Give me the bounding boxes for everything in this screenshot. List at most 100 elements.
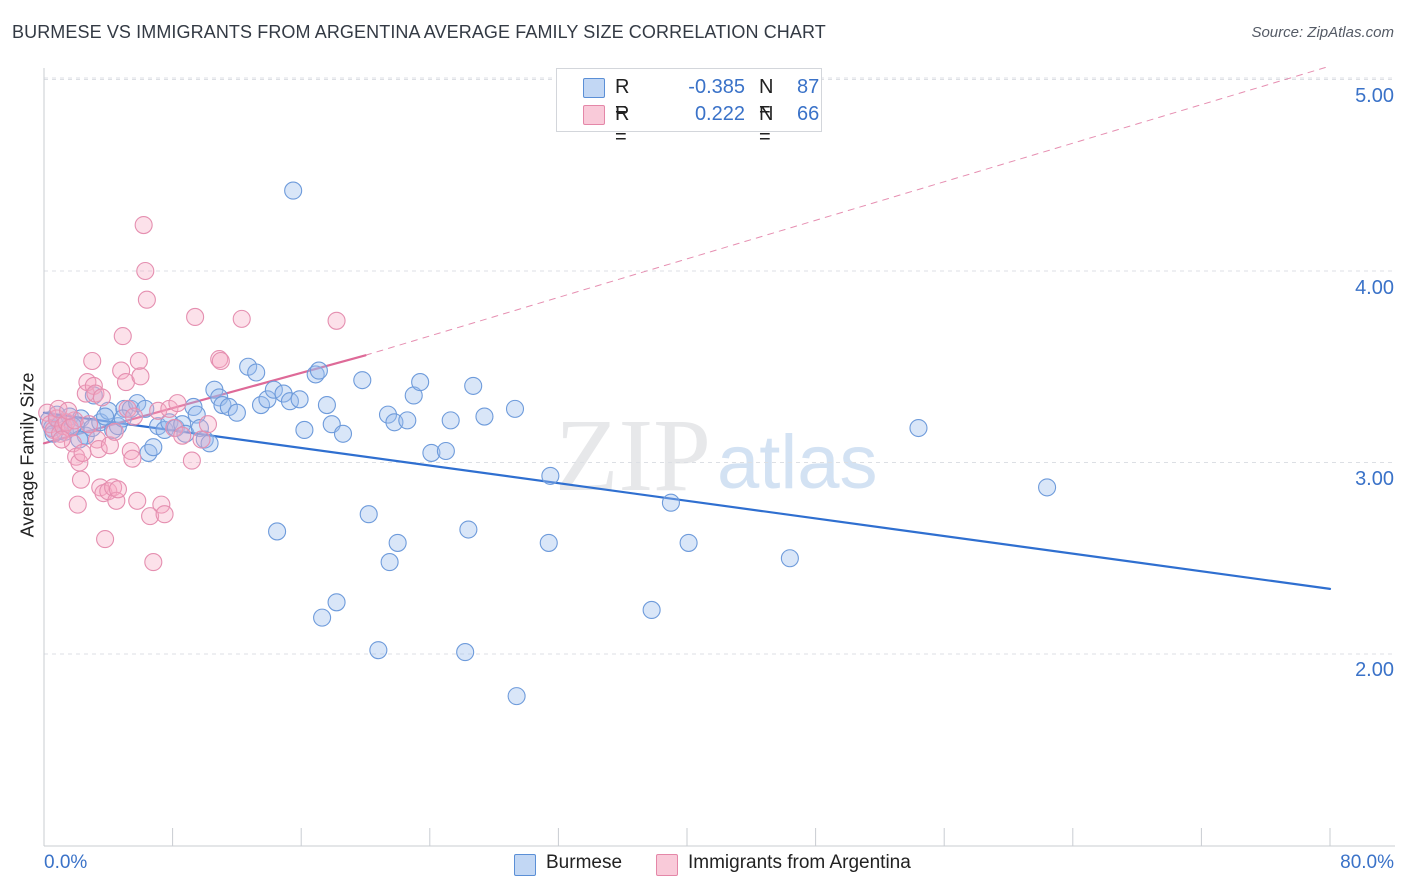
point-argentina	[108, 480, 127, 499]
point-argentina	[96, 530, 115, 549]
point-argentina	[79, 415, 99, 434]
point-burmese	[369, 641, 388, 660]
point-argentina	[186, 307, 205, 327]
point-argentina	[112, 361, 131, 380]
point-argentina	[327, 311, 346, 330]
point-argentina	[83, 351, 102, 371]
point-burmese	[268, 522, 287, 541]
point-burmese	[96, 407, 115, 426]
point-argentina	[124, 407, 144, 426]
point-burmese	[909, 418, 928, 438]
x-tick-label-max: 80.0%	[1340, 852, 1394, 873]
point-burmese	[274, 384, 293, 403]
bottom-legend-swatch-argentina	[656, 854, 678, 876]
point-argentina	[123, 449, 142, 468]
trend-lines	[42, 65, 1332, 590]
point-argentina	[232, 309, 251, 328]
point-argentina	[136, 261, 155, 281]
point-argentina	[105, 422, 124, 441]
point-burmese	[247, 363, 266, 382]
bottom-legend-label-burmese: Burmese	[546, 852, 623, 873]
point-argentina	[149, 401, 168, 420]
legend-swatch-burmese	[583, 78, 605, 98]
point-argentina	[155, 505, 174, 524]
point-burmese	[541, 466, 560, 485]
watermark-zip: ZIP	[555, 398, 711, 513]
correlation-legend: R = -0.385 N = 87 R = 0.222 N = 66	[556, 68, 822, 148]
point-burmese	[284, 181, 303, 200]
legend-r-value: 0.222	[694, 103, 745, 125]
point-burmese	[661, 493, 680, 512]
point-argentina	[121, 441, 140, 461]
y-tick-label: 3.00	[1355, 468, 1394, 490]
legend-n-label: N =	[759, 76, 774, 121]
point-burmese	[1038, 478, 1057, 497]
point-argentina	[141, 507, 160, 526]
point-argentina	[198, 415, 218, 434]
point-argentina	[38, 403, 57, 422]
point-argentina	[173, 426, 192, 445]
point-burmese	[333, 424, 353, 443]
point-argentina	[52, 430, 71, 449]
point-argentina	[107, 491, 126, 510]
point-burmese	[475, 407, 494, 426]
legend-r-label: R =	[615, 76, 630, 121]
point-burmese	[539, 533, 558, 552]
point-burmese	[398, 411, 417, 430]
y-tick-label: 2.00	[1355, 659, 1394, 681]
legend-r-label: R =	[615, 103, 630, 148]
chart-title: BURMESE VS IMMIGRANTS FROM ARGENTINA AVE…	[12, 22, 826, 42]
legend-r-value: -0.385	[688, 76, 745, 98]
point-burmese	[227, 403, 246, 422]
point-argentina	[100, 436, 119, 455]
point-argentina	[118, 399, 137, 418]
point-burmese	[144, 438, 163, 457]
point-burmese	[380, 553, 399, 572]
point-argentina	[128, 491, 147, 510]
x-tick-label-min: 0.0%	[44, 852, 88, 873]
point-argentina	[63, 434, 82, 453]
legend-n-value: 66	[797, 103, 820, 125]
watermark: ZIP atlas	[555, 398, 878, 513]
y-axis-label: Average Family Size	[17, 372, 38, 538]
point-argentina	[113, 327, 132, 346]
source-credit: Source: ZipAtlas.com	[1251, 24, 1394, 41]
trend-line-argentina	[365, 65, 1331, 356]
trend-line-burmese	[42, 411, 1332, 590]
point-argentina	[137, 290, 156, 309]
point-burmese	[258, 390, 277, 409]
point-burmese	[642, 600, 661, 620]
data-points	[38, 181, 1057, 706]
point-burmese	[388, 533, 407, 552]
bottom-legend-swatch-burmese	[514, 854, 536, 876]
point-burmese	[139, 443, 158, 462]
point-argentina	[134, 215, 153, 235]
point-burmese	[422, 443, 441, 462]
point-burmese	[456, 643, 475, 662]
point-burmese	[295, 420, 314, 439]
point-argentina	[129, 351, 148, 371]
point-burmese	[436, 441, 455, 461]
point-argentina	[92, 388, 111, 407]
point-burmese	[317, 395, 336, 415]
point-burmese	[313, 608, 332, 627]
legend-swatch-argentina	[583, 105, 605, 125]
point-argentina	[182, 451, 201, 470]
point-burmese	[327, 593, 346, 612]
point-burmese	[679, 533, 698, 552]
point-argentina	[168, 394, 187, 413]
axes	[43, 68, 1395, 847]
point-burmese	[264, 380, 283, 399]
y-tick-label: 4.00	[1355, 277, 1394, 299]
point-argentina	[65, 411, 84, 430]
point-argentina	[192, 430, 211, 449]
point-argentina	[144, 553, 163, 572]
point-argentina	[211, 351, 230, 371]
point-burmese	[780, 549, 799, 568]
point-argentina	[71, 470, 91, 489]
point-burmese	[290, 390, 309, 409]
point-burmese	[507, 687, 526, 706]
point-argentina	[73, 443, 92, 462]
legend-n-value: 87	[797, 76, 820, 98]
